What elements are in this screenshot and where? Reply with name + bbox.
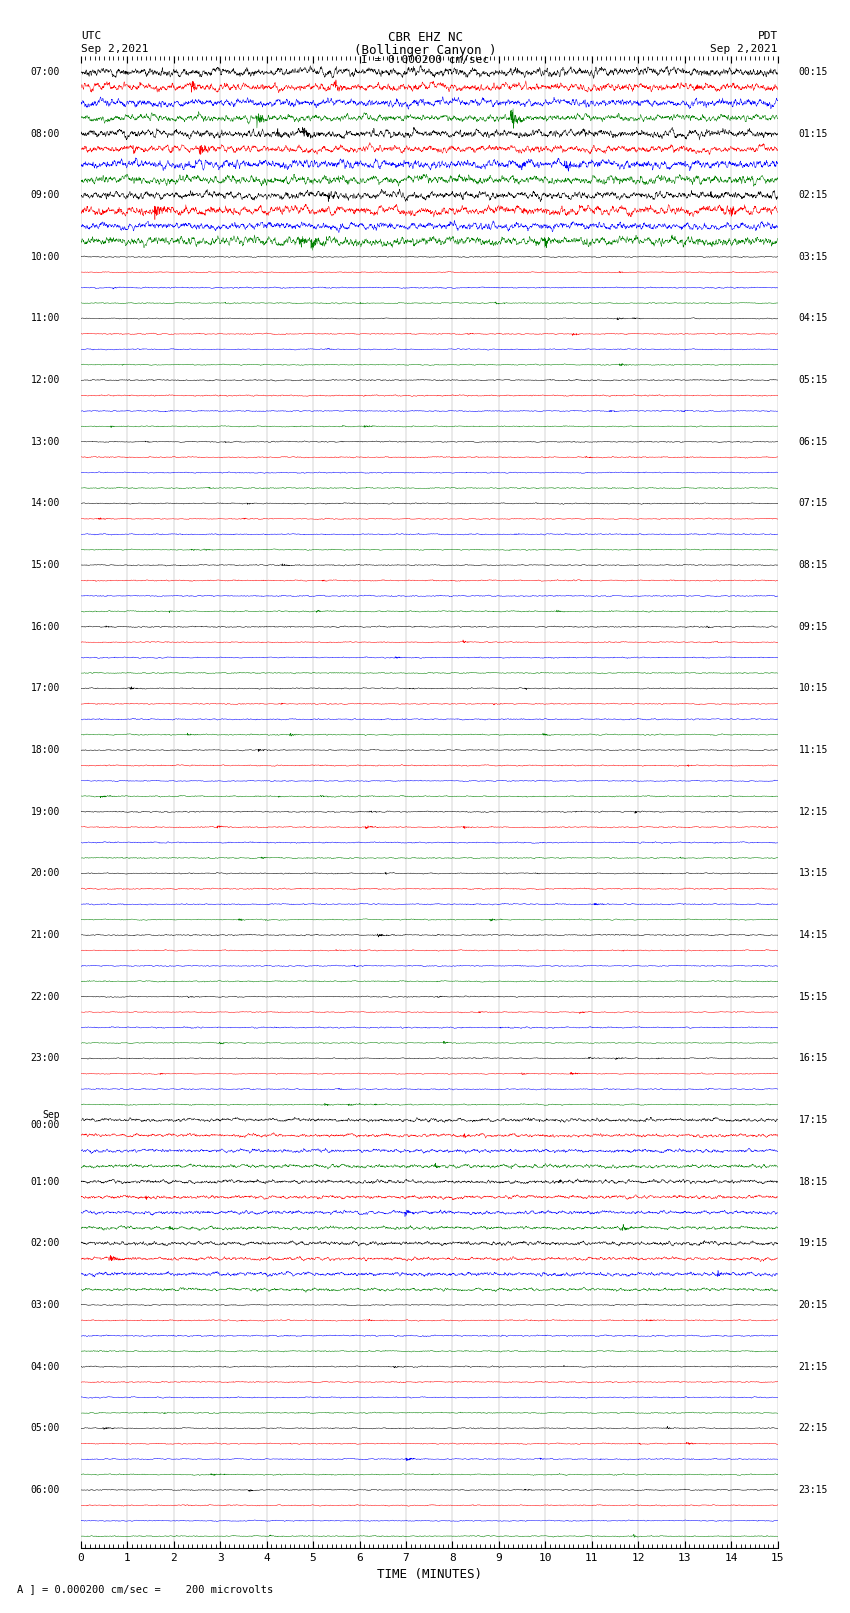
Text: 13:00: 13:00 (31, 437, 60, 447)
Text: Sep 2,2021: Sep 2,2021 (81, 44, 148, 53)
Text: 23:15: 23:15 (799, 1486, 828, 1495)
Text: Sep
00:00: Sep 00:00 (31, 1110, 60, 1131)
Text: A ] = 0.000200 cm/sec =    200 microvolts: A ] = 0.000200 cm/sec = 200 microvolts (17, 1584, 273, 1594)
Text: 16:00: 16:00 (31, 621, 60, 632)
Text: 20:00: 20:00 (31, 868, 60, 879)
Text: 09:00: 09:00 (31, 190, 60, 200)
Text: 04:15: 04:15 (799, 313, 828, 324)
Text: 13:15: 13:15 (799, 868, 828, 879)
Text: 16:15: 16:15 (799, 1053, 828, 1063)
Text: 10:15: 10:15 (799, 684, 828, 694)
Text: 03:00: 03:00 (31, 1300, 60, 1310)
Text: 21:00: 21:00 (31, 931, 60, 940)
X-axis label: TIME (MINUTES): TIME (MINUTES) (377, 1568, 482, 1581)
Text: 14:00: 14:00 (31, 498, 60, 508)
Text: 18:00: 18:00 (31, 745, 60, 755)
Text: 09:15: 09:15 (799, 621, 828, 632)
Text: 22:00: 22:00 (31, 992, 60, 1002)
Text: 03:15: 03:15 (799, 252, 828, 261)
Text: 08:00: 08:00 (31, 129, 60, 139)
Text: 07:00: 07:00 (31, 66, 60, 77)
Text: 18:15: 18:15 (799, 1176, 828, 1187)
Text: (Bollinger Canyon ): (Bollinger Canyon ) (354, 44, 496, 56)
Text: 06:00: 06:00 (31, 1486, 60, 1495)
Text: CBR EHZ NC: CBR EHZ NC (388, 31, 462, 45)
Text: 10:00: 10:00 (31, 252, 60, 261)
Text: I = 0.000200 cm/sec: I = 0.000200 cm/sec (361, 55, 489, 65)
Text: 14:15: 14:15 (799, 931, 828, 940)
Text: 01:15: 01:15 (799, 129, 828, 139)
Text: 05:15: 05:15 (799, 376, 828, 386)
Text: 19:15: 19:15 (799, 1239, 828, 1248)
Text: 02:15: 02:15 (799, 190, 828, 200)
Text: 22:15: 22:15 (799, 1423, 828, 1434)
Text: 20:15: 20:15 (799, 1300, 828, 1310)
Text: 08:15: 08:15 (799, 560, 828, 569)
Text: UTC: UTC (81, 31, 101, 42)
Text: 01:00: 01:00 (31, 1176, 60, 1187)
Text: 06:15: 06:15 (799, 437, 828, 447)
Text: 02:00: 02:00 (31, 1239, 60, 1248)
Text: 12:00: 12:00 (31, 376, 60, 386)
Text: 04:00: 04:00 (31, 1361, 60, 1371)
Text: 05:00: 05:00 (31, 1423, 60, 1434)
Text: Sep 2,2021: Sep 2,2021 (711, 44, 778, 53)
Text: 21:15: 21:15 (799, 1361, 828, 1371)
Text: 07:15: 07:15 (799, 498, 828, 508)
Text: 00:15: 00:15 (799, 66, 828, 77)
Text: 12:15: 12:15 (799, 806, 828, 816)
Text: 23:00: 23:00 (31, 1053, 60, 1063)
Text: PDT: PDT (757, 31, 778, 42)
Text: 11:00: 11:00 (31, 313, 60, 324)
Text: 17:15: 17:15 (799, 1115, 828, 1124)
Text: 19:00: 19:00 (31, 806, 60, 816)
Text: 15:15: 15:15 (799, 992, 828, 1002)
Text: 17:00: 17:00 (31, 684, 60, 694)
Text: 11:15: 11:15 (799, 745, 828, 755)
Text: 15:00: 15:00 (31, 560, 60, 569)
